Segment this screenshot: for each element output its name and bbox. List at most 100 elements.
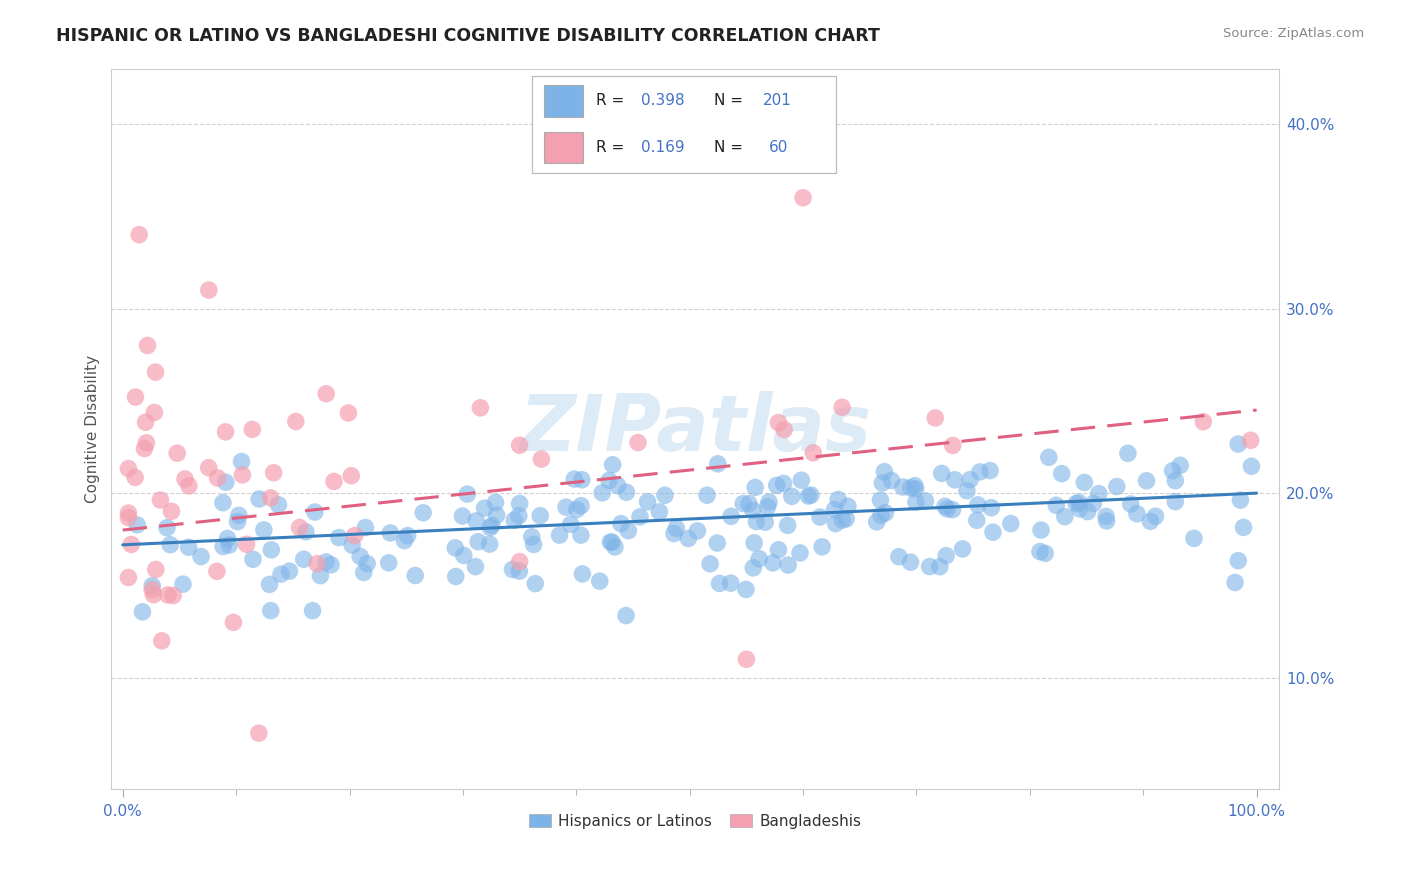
Point — [117, 570, 139, 584]
Point — [831, 513, 853, 527]
Point — [307, 557, 329, 571]
Point — [349, 549, 371, 564]
Point — [259, 491, 281, 505]
Point — [253, 523, 276, 537]
Point — [530, 452, 553, 467]
Point — [589, 574, 612, 589]
Point — [571, 566, 593, 581]
Point — [800, 488, 823, 502]
Point — [754, 515, 776, 529]
Point — [205, 565, 228, 579]
Point — [343, 528, 366, 542]
Point — [745, 515, 768, 529]
Text: HISPANIC OR LATINO VS BANGLADESHI COGNITIVE DISABILITY CORRELATION CHART: HISPANIC OR LATINO VS BANGLADESHI COGNIT… — [56, 27, 880, 45]
Point — [720, 509, 742, 524]
Point — [835, 512, 858, 526]
Point — [1088, 486, 1111, 500]
Point — [1139, 514, 1161, 528]
Point — [562, 472, 585, 486]
Point — [935, 549, 957, 563]
Point — [1227, 437, 1250, 451]
Point — [145, 365, 167, 379]
Point — [117, 510, 139, 524]
Point — [444, 569, 467, 583]
Point — [790, 473, 813, 487]
Point — [231, 467, 253, 482]
Point — [738, 497, 761, 511]
Point — [136, 338, 159, 352]
Point — [150, 633, 173, 648]
Point — [1045, 498, 1067, 512]
Point — [135, 415, 157, 429]
Point — [709, 576, 731, 591]
Point — [952, 541, 974, 556]
Point — [831, 401, 853, 415]
Point — [315, 386, 337, 401]
Text: Source: ZipAtlas.com: Source: ZipAtlas.com — [1223, 27, 1364, 40]
Point — [1116, 446, 1139, 460]
Point — [959, 473, 981, 487]
Point — [768, 542, 790, 557]
Point — [301, 604, 323, 618]
Point — [149, 493, 172, 508]
Point — [870, 508, 893, 523]
Point — [134, 442, 156, 456]
Point — [617, 524, 640, 538]
Point — [228, 508, 250, 523]
Point — [880, 474, 903, 488]
Point — [560, 517, 582, 532]
Point — [742, 503, 765, 517]
Point — [166, 446, 188, 460]
Point — [824, 516, 846, 531]
Point — [141, 582, 163, 597]
Point — [1095, 514, 1118, 528]
Point — [748, 551, 770, 566]
Point — [918, 559, 941, 574]
Point — [412, 506, 434, 520]
Point — [380, 525, 402, 540]
Point — [1227, 554, 1250, 568]
Point — [1164, 494, 1187, 508]
Point — [197, 460, 219, 475]
Point — [247, 491, 270, 506]
Point — [943, 473, 966, 487]
Point — [792, 191, 814, 205]
Point — [508, 564, 530, 578]
Point — [875, 506, 897, 520]
Point — [190, 549, 212, 564]
Point — [801, 446, 824, 460]
Point — [1095, 509, 1118, 524]
Point — [928, 559, 950, 574]
Point — [610, 516, 633, 531]
Point — [396, 528, 419, 542]
Point — [124, 470, 146, 484]
Point — [1064, 497, 1087, 511]
Point — [1232, 520, 1254, 534]
Point — [789, 546, 811, 560]
Point — [1119, 497, 1142, 511]
Point — [315, 555, 337, 569]
Point — [1135, 474, 1157, 488]
Point — [509, 438, 531, 452]
Y-axis label: Cognitive Disability: Cognitive Disability — [86, 354, 100, 502]
Point — [270, 567, 292, 582]
Point — [354, 520, 377, 534]
Point — [599, 535, 621, 549]
Point — [259, 577, 281, 591]
Point — [481, 518, 503, 533]
Point — [1164, 474, 1187, 488]
Text: ZIPatlas: ZIPatlas — [519, 391, 872, 467]
Point — [941, 502, 963, 516]
Point — [267, 498, 290, 512]
Point — [628, 509, 651, 524]
Point — [678, 532, 700, 546]
Point — [969, 465, 991, 479]
Point — [377, 556, 399, 570]
Point — [231, 454, 253, 468]
Point — [637, 494, 659, 508]
Point — [942, 438, 965, 452]
Point — [156, 588, 179, 602]
Point — [174, 472, 197, 486]
Point — [319, 558, 342, 572]
Point — [904, 495, 927, 509]
